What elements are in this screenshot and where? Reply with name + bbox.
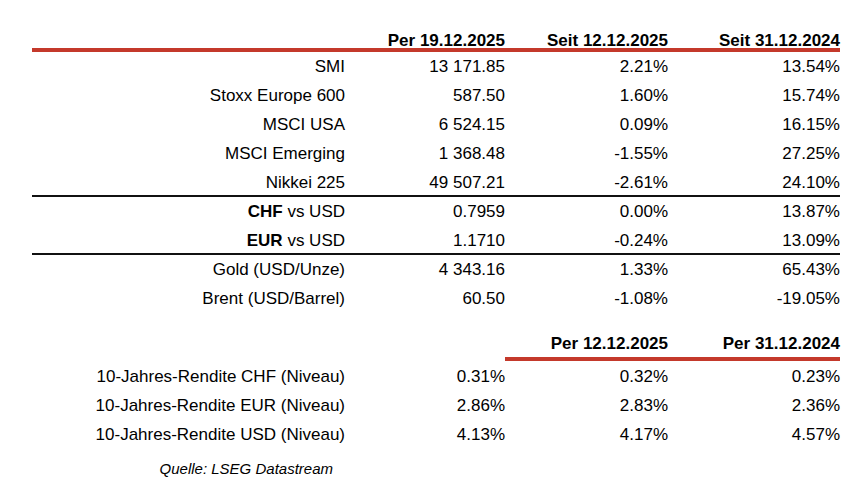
table-row-eur-vs-usd: EUR vs USD 1.1710 -0.24% 13.09% (32, 226, 840, 255)
yields-table-header-row: Per 12.12.2025 Per 31.12.2024 (32, 331, 840, 357)
value-change-week: -0.24% (505, 226, 668, 255)
table-row-msci-emerging: MSCI Emerging 1 368.48 -1.55% 27.25% (32, 139, 840, 168)
row-label: Stoxx Europe 600 (32, 81, 345, 110)
table-row-gold: Gold (USD/Unze) 4 343.16 1.33% 65.43% (32, 255, 840, 284)
header-spacer-cell (32, 331, 345, 361)
table-row-rendite-chf: 10-Jahres-Rendite CHF (Niveau) 0.31% 0.3… (32, 362, 840, 391)
value-level: 4 343.16 (345, 255, 505, 284)
value-level: 0.31% (345, 362, 505, 391)
row-label: Brent (USD/Barrel) (32, 284, 345, 313)
table-row-rendite-usd: 10-Jahres-Rendite USD (Niveau) 4.13% 4.1… (32, 420, 840, 449)
table-row-nikkei-225: Nikkei 225 49 507.21 -2.61% 24.10% (32, 168, 840, 197)
row-label: MSCI USA (32, 110, 345, 139)
currency-code: CHF (248, 202, 283, 221)
table-row-rendite-eur: 10-Jahres-Rendite EUR (Niveau) 2.86% 2.8… (32, 391, 840, 420)
value-change-week: 0.09% (505, 110, 668, 139)
value-per-12-12-2025: 2.83% (505, 391, 668, 420)
source-note: Quelle: LSEG Datastream (32, 459, 333, 479)
value-change-week: -1.08% (505, 284, 668, 313)
value-level: 1.1710 (345, 226, 505, 255)
row-label: 10-Jahres-Rendite EUR (Niveau) (32, 391, 345, 420)
row-label: SMI (32, 52, 345, 81)
value-change-ytd: -19.05% (668, 284, 840, 313)
row-label: CHF vs USD (32, 197, 345, 226)
value-per-12-12-2025: 0.32% (505, 362, 668, 391)
value-level: 60.50 (345, 284, 505, 313)
value-level: 6 524.15 (345, 110, 505, 139)
table-row-stoxx-europe-600: Stoxx Europe 600 587.50 1.60% 15.74% (32, 81, 840, 110)
value-change-week: -2.61% (505, 168, 668, 197)
value-per-12-12-2025: 4.17% (505, 420, 668, 449)
currency-code: EUR (247, 231, 283, 250)
value-change-ytd: 16.15% (668, 110, 840, 139)
value-change-week: -1.55% (505, 139, 668, 168)
row-label: Gold (USD/Unze) (32, 255, 345, 284)
value-level: 49 507.21 (345, 168, 505, 197)
table-row-smi: SMI 13 171.85 2.21% 13.54% (32, 52, 840, 81)
table-row-brent: Brent (USD/Barrel) 60.50 -1.08% -19.05% (32, 284, 840, 313)
value-change-week: 1.33% (505, 255, 668, 284)
value-level: 0.7959 (345, 197, 505, 226)
value-level: 2.86% (345, 391, 505, 420)
value-level: 587.50 (345, 81, 505, 110)
value-change-ytd: 27.25% (668, 139, 840, 168)
header-spacer-cell (32, 30, 345, 52)
row-label: 10-Jahres-Rendite USD (Niveau) (32, 420, 345, 449)
value-change-ytd: 65.43% (668, 255, 840, 284)
row-label: 10-Jahres-Rendite CHF (Niveau) (32, 362, 345, 391)
value-change-week: 1.60% (505, 81, 668, 110)
header-spacer-cell (345, 331, 505, 361)
value-change-ytd: 15.74% (668, 81, 840, 110)
value-per-31-12-2024: 2.36% (668, 391, 840, 420)
value-level: 1 368.48 (345, 139, 505, 168)
value-level: 4.13% (345, 420, 505, 449)
row-label: EUR vs USD (32, 226, 345, 255)
row-label-rest: vs USD (283, 231, 345, 250)
value-change-ytd: 13.87% (668, 197, 840, 226)
value-per-31-12-2024: 0.23% (668, 362, 840, 391)
value-level: 13 171.85 (345, 52, 505, 81)
value-change-ytd: 13.54% (668, 52, 840, 81)
col-header-seit-12-12-2025: Seit 12.12.2025 (505, 30, 668, 52)
row-label: MSCI Emerging (32, 139, 345, 168)
markets-table-header-row: Per 19.12.2025 Seit 12.12.2025 Seit 31.1… (32, 30, 840, 52)
row-label-rest: vs USD (283, 202, 345, 221)
row-label: Nikkei 225 (32, 168, 345, 197)
col-header-seit-31-12-2024: Seit 31.12.2024 (668, 30, 840, 52)
col-header-per-12-12-2025: Per 12.12.2025 (505, 331, 668, 361)
yields-table: Per 12.12.2025 Per 31.12.2024 10-Jahres-… (32, 331, 840, 449)
table-row-msci-usa: MSCI USA 6 524.15 0.09% 16.15% (32, 110, 840, 139)
value-change-week: 0.00% (505, 197, 668, 226)
value-change-week: 2.21% (505, 52, 668, 81)
col-header-per-19-12-2025: Per 19.12.2025 (345, 30, 505, 52)
col-header-per-31-12-2024: Per 31.12.2024 (668, 331, 840, 361)
value-change-ytd: 24.10% (668, 168, 840, 197)
value-change-ytd: 13.09% (668, 226, 840, 255)
table-row-chf-vs-usd: CHF vs USD 0.7959 0.00% 13.87% (32, 197, 840, 226)
markets-table: Per 19.12.2025 Seit 12.12.2025 Seit 31.1… (32, 30, 840, 313)
yields-table-body: 10-Jahres-Rendite CHF (Niveau) 0.31% 0.3… (32, 357, 840, 449)
market-overview-page: Per 19.12.2025 Seit 12.12.2025 Seit 31.1… (0, 0, 856, 489)
value-per-31-12-2024: 4.57% (668, 420, 840, 449)
